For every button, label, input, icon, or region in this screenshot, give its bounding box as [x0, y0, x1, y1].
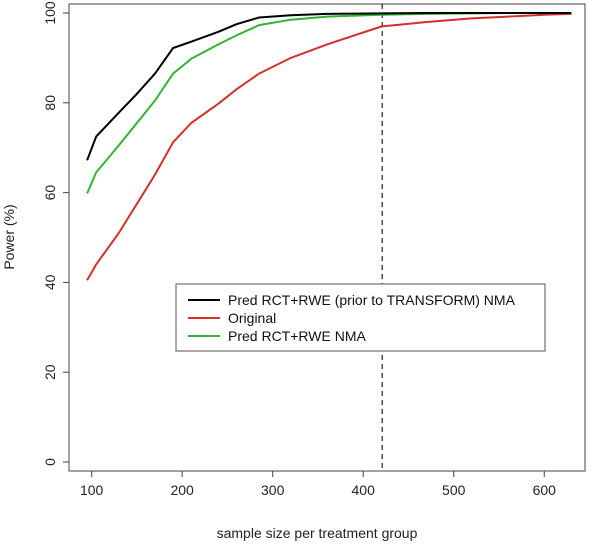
legend-label-pred-rct-rwe-prior: Pred RCT+RWE (prior to TRANSFORM) NMA: [228, 292, 516, 308]
y-axis-title: Power (%): [1, 204, 17, 269]
x-tick-label: 200: [170, 482, 194, 498]
y-tick-label: 40: [42, 274, 58, 290]
legend-box: [175, 283, 546, 352]
x-axis-title: sample size per treatment group: [217, 525, 418, 541]
y-tick-label: 80: [42, 95, 58, 111]
y-tick-label: 0: [42, 458, 58, 466]
y-axis: 0 20 40 60 80 100: [42, 1, 69, 466]
x-tick-label: 400: [352, 482, 376, 498]
x-tick-label: 300: [261, 482, 285, 498]
x-axis: 100 200 300 400 500 600: [80, 471, 556, 498]
series-line-original: [86, 12, 572, 281]
legend-label-original: Original: [228, 310, 276, 326]
x-tick-label: 100: [80, 482, 104, 498]
series-line-pred-rct-rwe-prior: [86, 12, 572, 161]
y-tick-label: 60: [42, 185, 58, 201]
y-tick-label: 100: [42, 1, 58, 25]
x-tick-label: 600: [533, 482, 557, 498]
legend: Pred RCT+RWE (prior to TRANSFORM) NMA Or…: [175, 283, 546, 352]
x-tick-label: 500: [442, 482, 466, 498]
legend-label-pred-rct-rwe: Pred RCT+RWE NMA: [228, 328, 366, 344]
plot-frame: [68, 3, 586, 472]
series-layer: [86, 12, 572, 281]
y-tick-label: 20: [42, 364, 58, 380]
